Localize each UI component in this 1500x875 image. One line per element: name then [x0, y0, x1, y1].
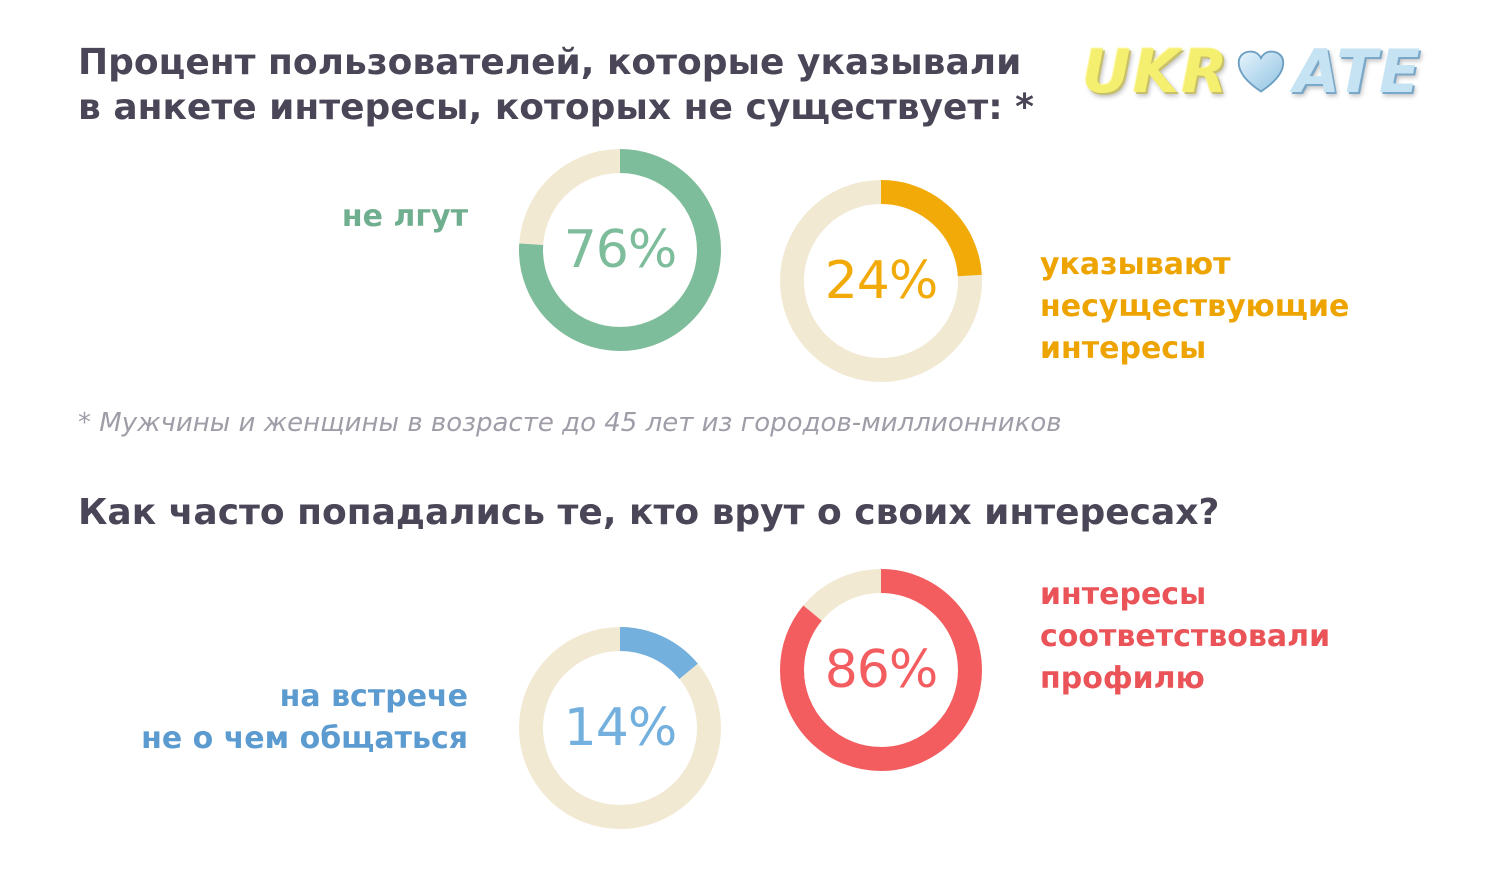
section1-title: Процент пользователей, которые указывали… [78, 42, 1034, 128]
donut-percent-label: 14% [563, 698, 678, 758]
donut-value-arc [519, 149, 721, 351]
donut-svg [780, 569, 982, 771]
donut-chart-nothing-to-talk: 14% [517, 625, 723, 831]
donut-value-arc [780, 180, 982, 382]
label-matched-profile: интересы соответствовали профилю [1040, 574, 1440, 700]
label-line: соответствовали [1040, 619, 1331, 654]
donut-percent-label: 24% [824, 251, 939, 311]
heart-icon [1238, 50, 1285, 93]
label-line: несуществующие [1040, 289, 1350, 324]
label-line: указывают [1040, 247, 1231, 282]
donut-chart-matched-profile: 86% [778, 567, 984, 773]
donut-percent-label: 86% [824, 640, 939, 700]
logo-text-ate: ATE [1293, 37, 1422, 107]
label-line: профилю [1040, 661, 1205, 696]
donut-chart-not-lying: 76% [517, 147, 723, 353]
label-line: не лгут [341, 199, 468, 234]
donut-value-arc [519, 627, 721, 829]
logo-text-ukr: UKR [1082, 37, 1230, 107]
label-line: интересы [1040, 577, 1207, 612]
donut-chart-nonexistent-interests: 24% [778, 178, 984, 384]
footnote: * Мужчины и женщины в возрасте до 45 лет… [78, 408, 1062, 438]
donut-svg [780, 180, 982, 382]
label-nothing-to-talk: на встрече не о чем общаться [100, 676, 468, 760]
label-line: интересы [1040, 331, 1207, 366]
label-not-lying: не лгут [230, 196, 468, 238]
section2-title: Как часто попадались те, кто врут о свои… [78, 492, 1220, 533]
ukrdate-logo: UKR ATE [1082, 36, 1422, 108]
donut-svg [519, 627, 721, 829]
donut-percent-label: 76% [563, 220, 678, 280]
donut-value-arc [780, 569, 982, 771]
label-nonexistent-interests: указывают несуществующие интересы [1040, 244, 1440, 370]
label-line: на встрече [279, 679, 468, 714]
label-line: не о чем общаться [141, 721, 468, 756]
donut-svg [519, 149, 721, 351]
